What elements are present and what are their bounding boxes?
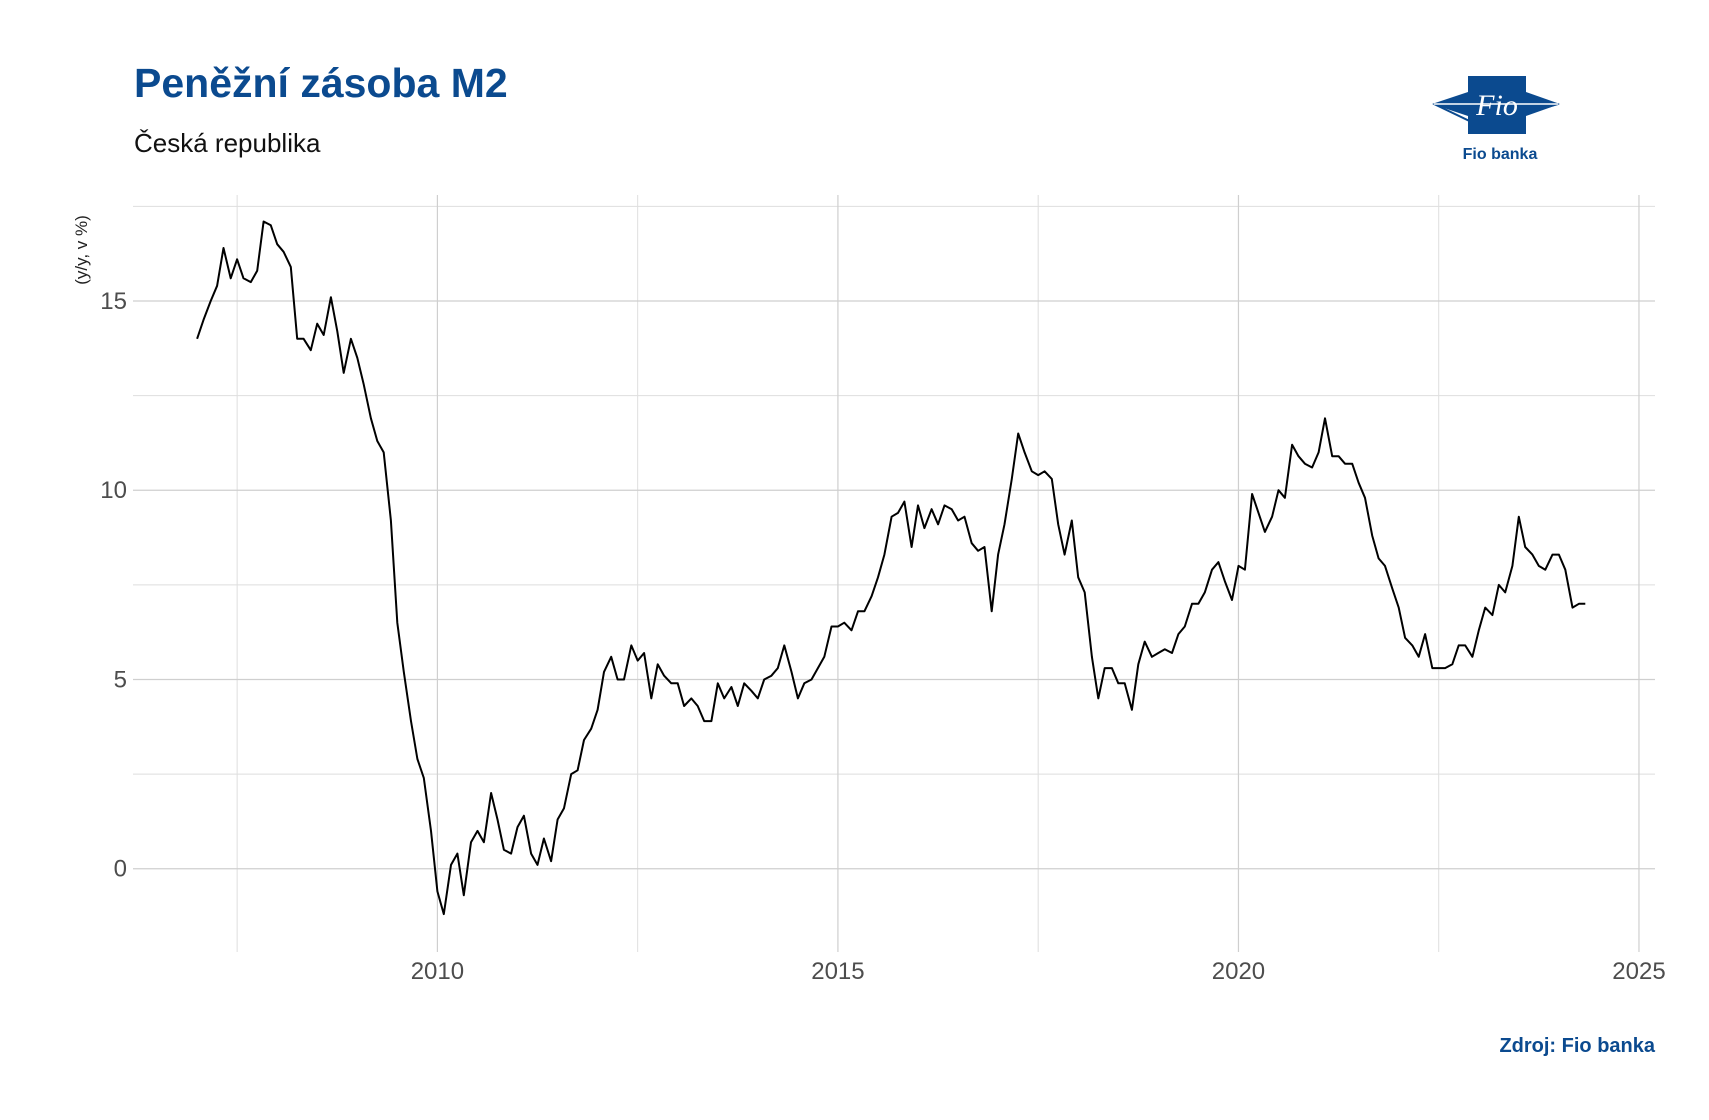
series-group [196, 220, 1586, 916]
y-tick-label: 10 [100, 477, 127, 504]
grid-lines [133, 195, 1655, 952]
fio-logo-icon: Fio [1432, 76, 1560, 134]
chart-title: Peněžní zásoba M2 [134, 60, 508, 106]
x-tick-label: 2025 [1612, 958, 1665, 985]
y-tick-label: 0 [114, 856, 127, 883]
tick-labels: 0 5 10 15 2010 2015 2020 2025 [100, 288, 1665, 985]
x-tick-label: 2015 [811, 958, 864, 985]
logo-mark-text: Fio [1475, 89, 1518, 122]
x-tick-label: 2010 [411, 958, 464, 985]
y-tick-label: 15 [100, 288, 127, 315]
source-note: Zdroj: Fio banka [1499, 1035, 1655, 1057]
y-tick-label: 5 [114, 666, 127, 693]
x-tick-label: 2020 [1212, 958, 1265, 985]
chart-subtitle: Česká republika [134, 128, 321, 158]
logo-caption: Fio banka [1462, 146, 1538, 163]
series-line-m2 [196, 220, 1586, 916]
line-chart: 0 5 10 15 2010 2015 2020 2025 [100, 195, 1666, 985]
